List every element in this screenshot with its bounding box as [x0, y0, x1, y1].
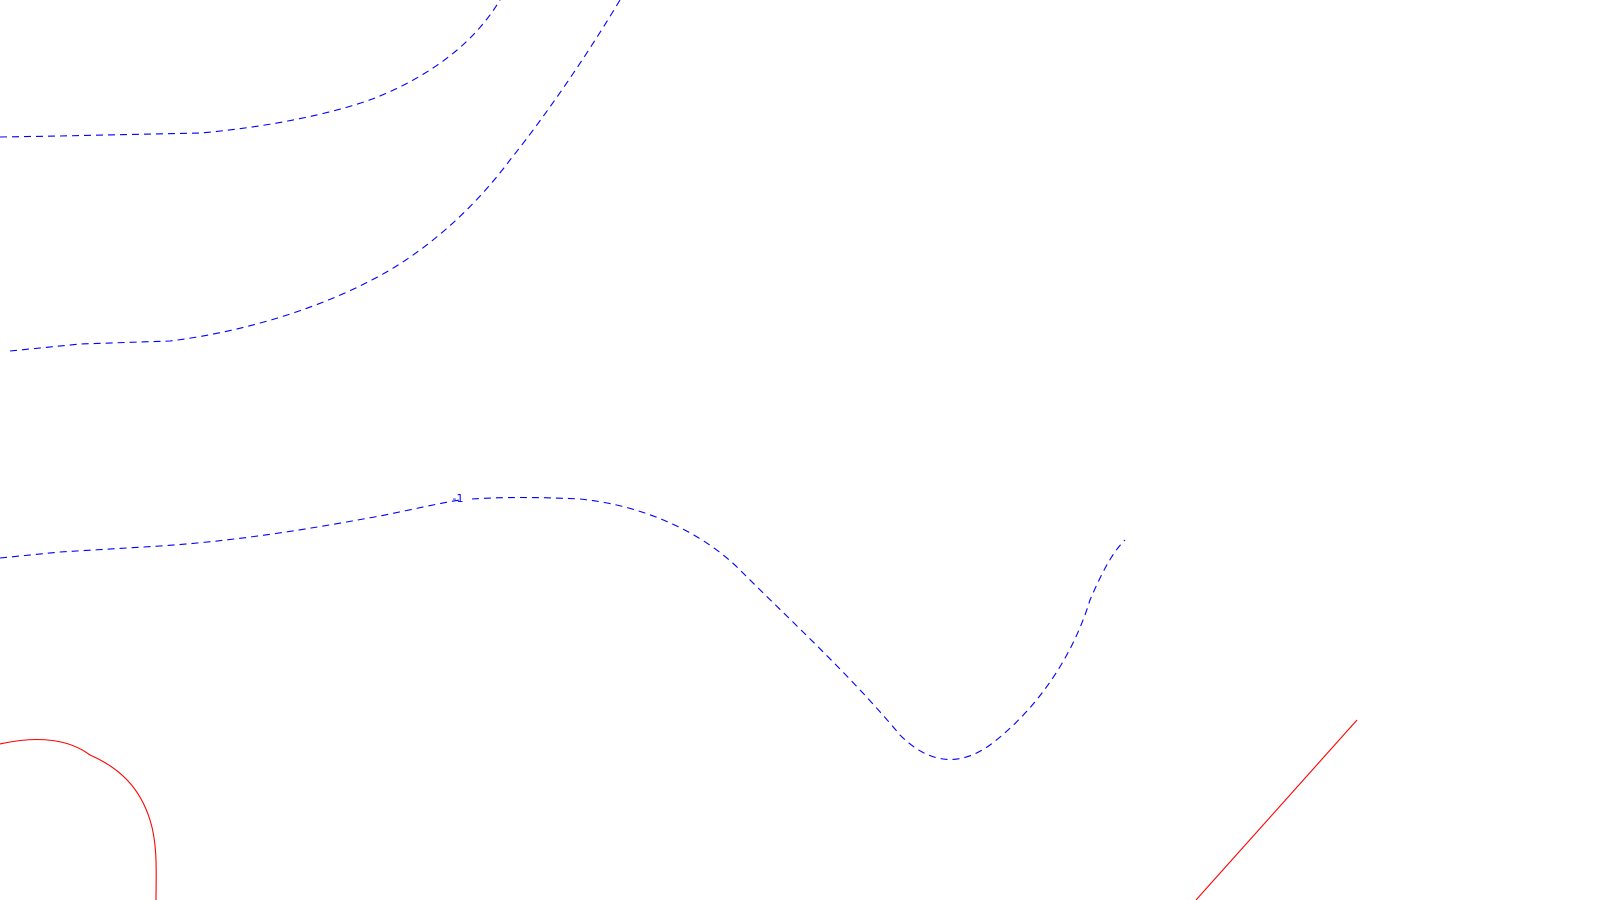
- blue-dashed-contour-upper: [9, 0, 621, 352]
- blue-dashed-contour-top: [0, 0, 501, 138]
- contour-label: -1: [453, 492, 464, 505]
- red-solid-contour-left: [0, 739, 157, 900]
- red-solid-contour-right: [1195, 719, 1358, 900]
- blue-dashed-contour-lower: [0, 496, 1126, 760]
